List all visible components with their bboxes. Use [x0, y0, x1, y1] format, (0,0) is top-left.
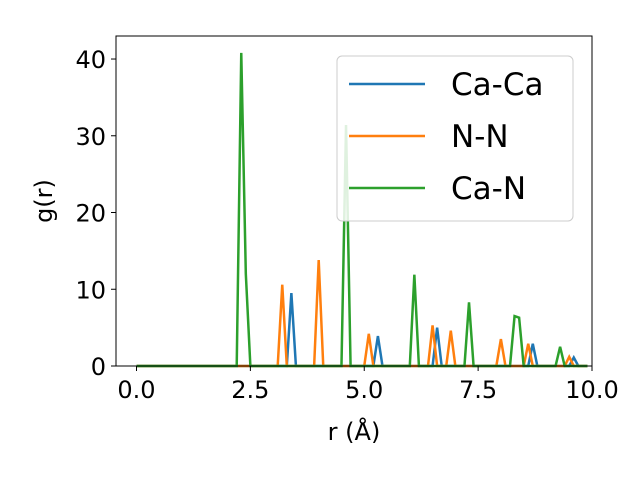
y-tick-label: 0: [91, 353, 106, 381]
x-tick-label: 5.0: [345, 376, 383, 404]
x-tick-label: 0.0: [117, 376, 155, 404]
x-axis-title: r (Å): [328, 417, 381, 446]
x-tick-label: 10.0: [565, 376, 618, 404]
legend-label-1: N-N: [451, 119, 509, 155]
y-tick-label: 20: [75, 200, 106, 228]
y-tick-label: 10: [75, 276, 106, 304]
y-tick-label: 40: [75, 46, 106, 74]
x-tick-label: 7.5: [459, 376, 497, 404]
legend-box: [336, 55, 574, 222]
legend-label-0: Ca-Ca: [451, 67, 543, 103]
legend: Ca-Ca N-N Ca-N: [336, 55, 574, 222]
y-axis: 0 10 20 30 40: [75, 46, 116, 381]
x-tick-label: 2.5: [231, 376, 269, 404]
x-axis: 0.0 2.5 5.0 7.5 10.0: [117, 366, 619, 404]
series-line-0: [136, 293, 588, 368]
legend-label-2: Ca-N: [451, 171, 526, 207]
y-axis-title: g(r): [30, 179, 58, 223]
plot-frame: [115, 35, 593, 367]
y-tick-label: 30: [75, 123, 106, 151]
